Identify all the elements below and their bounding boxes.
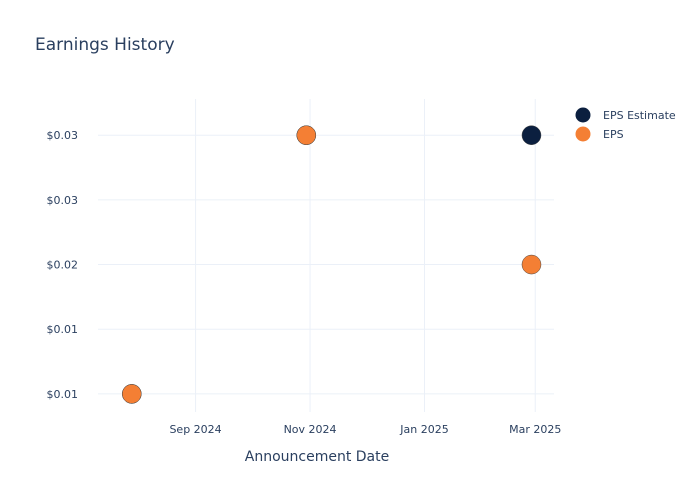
legend-label: EPS <box>603 128 624 141</box>
x-tick-label: Sep 2024 <box>169 423 221 436</box>
axis-layer: Sep 2024 Nov 2024 Jan 2025 Mar 2025 $0.01 $0.… <box>47 129 562 436</box>
eps-estimate-point[interactable] <box>521 125 542 145</box>
x-tick-label: Nov 2024 <box>284 423 337 436</box>
points-layer <box>122 125 542 404</box>
x-tick-label: Jan 2025 <box>399 423 448 436</box>
x-tick-label: Mar 2025 <box>509 423 561 436</box>
legend[interactable]: EPS Estimate EPS <box>575 107 676 142</box>
legend-item-eps-estimate[interactable]: EPS Estimate <box>575 107 676 123</box>
eps-point[interactable] <box>521 254 542 275</box>
y-tick-label: $0.01 <box>47 388 79 401</box>
chart-title: Earnings History <box>35 35 175 55</box>
y-tick-label: $0.03 <box>47 194 79 207</box>
y-tick-label: $0.03 <box>47 129 79 142</box>
eps-point[interactable] <box>296 125 317 145</box>
grid-layer <box>98 99 554 412</box>
legend-label: EPS Estimate <box>603 109 676 122</box>
legend-marker <box>575 126 591 142</box>
x-axis-title: Announcement Date <box>245 449 389 465</box>
legend-item-eps[interactable]: EPS <box>575 126 624 142</box>
y-tick-label: $0.01 <box>47 323 79 336</box>
legend-marker <box>575 107 591 123</box>
eps-point[interactable] <box>122 384 142 404</box>
y-tick-label: $0.02 <box>47 259 79 272</box>
